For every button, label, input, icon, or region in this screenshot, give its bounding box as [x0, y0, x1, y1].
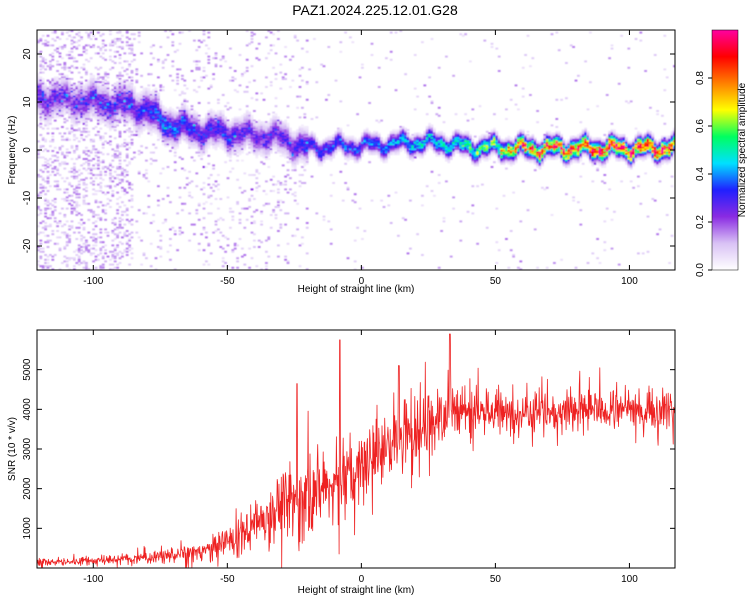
y-tick-label: 2000 [22, 477, 33, 500]
colorbar-frame [711, 29, 739, 271]
x-tick-label: -100 [83, 574, 103, 585]
y-tick-label: 0 [22, 147, 33, 153]
colorbar-label: Normalized spectral amplitude [737, 82, 748, 217]
x-tick-label: 100 [621, 574, 638, 585]
y-tick-label: 5000 [22, 358, 33, 381]
x-tick-label: 100 [621, 276, 638, 287]
snr-x-ticks: -100 -50 0 50 100 [83, 330, 638, 585]
x-tick-label: 50 [490, 276, 502, 287]
snr-panel: -100 -50 0 50 100 1000 2000 3000 4000 5000 Heigh… [7, 329, 676, 596]
x-tick-label: 0 [359, 574, 365, 585]
colorbar-ticks: 0.0 0.2 0.4 0.6 0.8 [695, 71, 712, 277]
x-tick-label: 0 [359, 276, 365, 287]
colorbar-tick-label: 0.8 [695, 71, 706, 85]
snr-y-ticks: 1000 2000 3000 4000 5000 [22, 358, 675, 539]
snr-y-axis-label: SNR (10 * v/v) [7, 417, 18, 481]
x-tick-label: -100 [83, 276, 103, 287]
x-tick-label: 50 [490, 574, 502, 585]
snr-line [37, 333, 675, 568]
spectrogram-y-axis-label: Frequency (Hz) [7, 116, 18, 185]
x-tick-label: -50 [220, 574, 235, 585]
colorbar-tick-label: 0.4 [695, 167, 706, 181]
y-tick-label: 10 [22, 96, 33, 108]
y-tick-label: -10 [22, 190, 33, 205]
colorbar-tick-label: 0.0 [695, 263, 706, 277]
figure-title: PAZ1.2024.225.12.01.G28 [292, 2, 458, 18]
snr-x-axis-label: Height of straight line (km) [298, 585, 415, 596]
y-tick-label: 20 [22, 48, 33, 60]
y-tick-label: 4000 [22, 398, 33, 421]
spectrogram-heatmap [37, 30, 675, 270]
spectrogram-x-ticks: -100 -50 0 50 100 [83, 30, 638, 287]
colorbar-gradient [712, 30, 738, 270]
colorbar: 0.0 0.2 0.4 0.6 0.8 Normalized spectral ampl… [695, 29, 748, 277]
y-tick-label: 3000 [22, 437, 33, 460]
x-tick-label: -50 [220, 276, 235, 287]
spectrogram-y-ticks: -20 -10 0 10 20 [22, 48, 675, 253]
colorbar-tick-label: 0.6 [695, 119, 706, 133]
colorbar-tick-label: 0.2 [695, 215, 706, 229]
snr-plot-area [37, 330, 675, 568]
y-tick-label: 1000 [22, 517, 33, 540]
y-tick-label: -20 [22, 238, 33, 253]
spectrogram-x-axis-label: Height of straight line (km) [298, 284, 415, 295]
